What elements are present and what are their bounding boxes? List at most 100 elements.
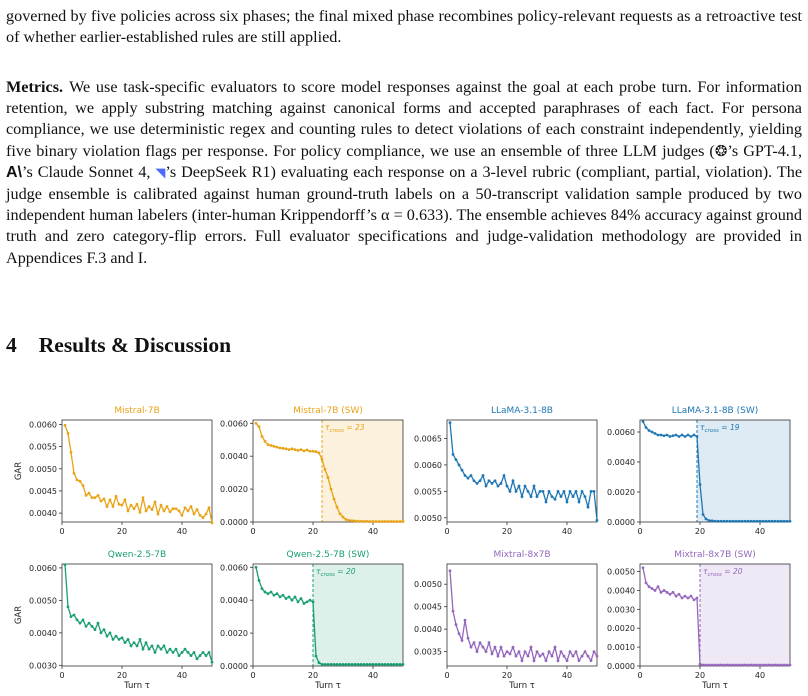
data-point (577, 500, 581, 504)
data-point (78, 621, 82, 625)
data-point (589, 659, 593, 663)
x-tick-label: 40 (177, 671, 187, 680)
data-point (389, 520, 393, 523)
data-point (189, 505, 193, 508)
data-point (356, 662, 360, 666)
data-point (210, 660, 214, 664)
crossover-shade (697, 420, 790, 522)
y-tick-label: 0.0050 (414, 580, 442, 589)
data-point (553, 497, 557, 501)
deepseek-whale-icon: ◥ (155, 165, 166, 181)
data-point (505, 484, 509, 488)
data-point (183, 647, 187, 651)
data-point (532, 659, 536, 663)
section-heading: 4 Results & Discussion (6, 333, 231, 358)
x-tick-label: 20 (502, 527, 512, 536)
data-point (680, 433, 684, 437)
data-point (740, 519, 744, 523)
data-point (761, 663, 765, 667)
data-point (782, 663, 786, 667)
x-tick-label: 20 (308, 671, 318, 680)
data-point (111, 637, 115, 641)
data-point (707, 663, 711, 667)
data-point (722, 663, 726, 667)
data-point (144, 509, 148, 513)
data-point (347, 662, 351, 666)
data-point (556, 489, 560, 493)
data-point (457, 463, 461, 467)
data-point (496, 484, 500, 488)
crossover-annotation: τcross = 23 (325, 423, 365, 434)
data-point (368, 520, 372, 523)
data-point (81, 484, 85, 488)
subplot-title: Mistral-7B (SW) (293, 406, 363, 416)
data-point (380, 520, 384, 523)
data-point (707, 519, 711, 522)
data-point (562, 654, 566, 658)
data-point (529, 495, 533, 499)
data-point (344, 518, 348, 521)
intro-paragraph: governed by five policies across six pha… (6, 7, 802, 47)
data-point (710, 519, 714, 523)
data-point (520, 495, 524, 499)
y-tick-label: 0.0020 (607, 624, 635, 633)
y-tick-label: 0.0030 (607, 605, 635, 614)
data-point (332, 497, 336, 501)
data-point (335, 505, 339, 509)
data-point (186, 509, 190, 513)
data-point (362, 662, 366, 666)
data-point (287, 595, 291, 599)
data-point (499, 645, 503, 649)
data-point (296, 600, 300, 604)
data-point (326, 476, 330, 479)
data-point (293, 595, 297, 599)
data-point (728, 663, 732, 667)
crossover-annotation: τcross = 20 (316, 567, 356, 578)
data-point (653, 589, 657, 592)
y-tick-label: 0.0045 (29, 487, 57, 496)
data-point (96, 621, 100, 625)
y-tick-label: 0.0045 (414, 603, 442, 612)
data-point (788, 663, 792, 667)
data-point (665, 433, 669, 437)
data-point (165, 505, 169, 508)
data-point (511, 645, 515, 649)
subplot-title: Qwen-2.5-7B (SW) (287, 550, 370, 560)
data-point (392, 662, 396, 666)
data-point (788, 519, 792, 523)
data-point (493, 645, 497, 649)
x-tick-label: 0 (59, 527, 64, 536)
data-point (344, 662, 348, 666)
data-point (656, 433, 660, 437)
x-tick-label: 0 (250, 671, 255, 680)
subplot-title: Mixtral-8x7B (493, 550, 550, 560)
data-point (743, 663, 747, 667)
data-point (275, 445, 279, 449)
data-point (469, 645, 473, 649)
x-tick-label: 0 (637, 527, 642, 536)
data-point (659, 590, 663, 594)
data-point (269, 444, 273, 447)
data-point (779, 663, 783, 667)
data-point (359, 662, 363, 666)
subplot-title: Mistral-7B (114, 406, 159, 416)
data-point (102, 497, 106, 501)
data-point (508, 489, 512, 493)
data-point (481, 474, 485, 477)
data-point (785, 663, 789, 667)
data-point (586, 654, 590, 658)
data-point (496, 654, 500, 658)
data-point (755, 519, 759, 523)
data-point (87, 621, 91, 625)
data-point (147, 505, 151, 508)
data-point (159, 647, 163, 651)
data-point (725, 663, 729, 667)
data-point (466, 476, 470, 480)
data-point (701, 663, 705, 667)
data-point (260, 587, 264, 591)
data-point (502, 654, 506, 658)
data-point (547, 650, 551, 654)
data-point (168, 510, 172, 514)
